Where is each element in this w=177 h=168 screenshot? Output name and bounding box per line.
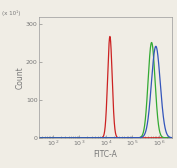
Y-axis label: Count: Count	[15, 66, 24, 89]
X-axis label: FITC-A: FITC-A	[93, 150, 117, 159]
Text: (x 10¹): (x 10¹)	[2, 10, 20, 16]
